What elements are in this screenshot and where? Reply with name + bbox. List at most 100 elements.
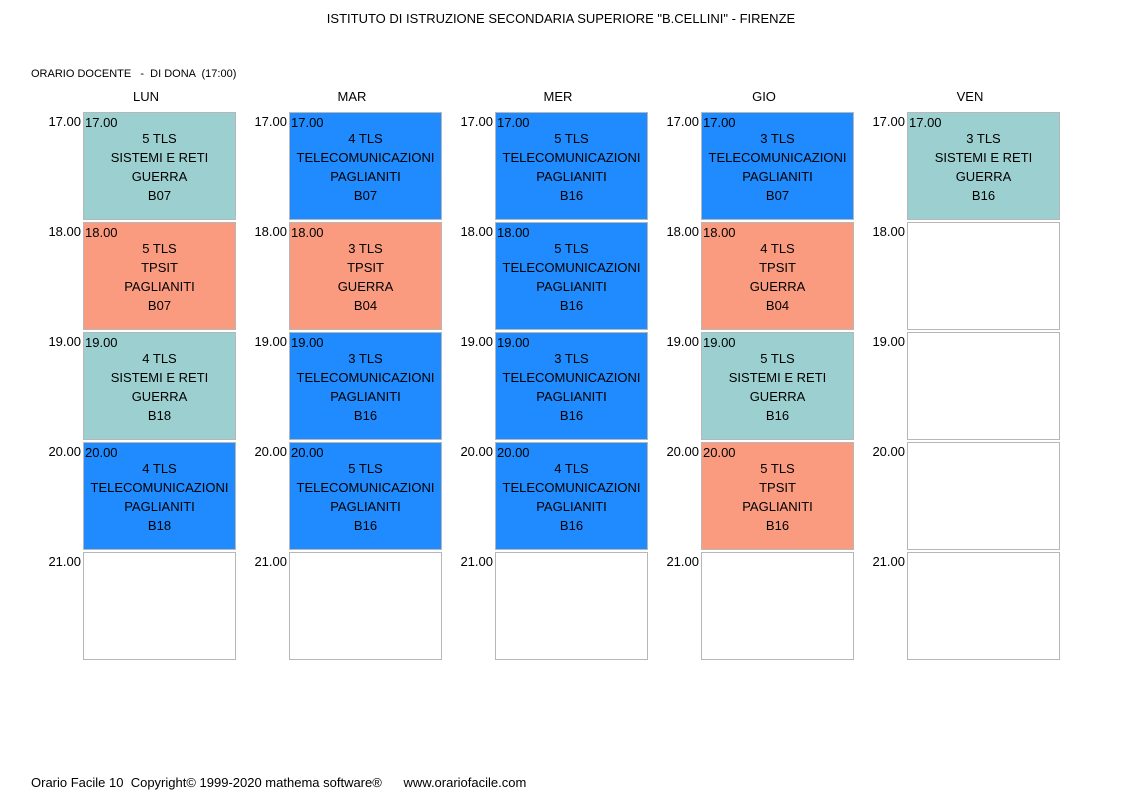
- empty-cell: [907, 442, 1060, 550]
- lesson-class: 5 TLS: [554, 241, 589, 256]
- time-slot: 21.00: [31, 528, 261, 660]
- empty-cell: [701, 552, 854, 660]
- time-label: 21.00: [872, 554, 905, 569]
- lesson-room: B16: [559, 518, 584, 533]
- time-slot: 21.00: [649, 528, 879, 660]
- lesson-class: 5 TLS: [760, 351, 795, 366]
- lesson-room: B16: [559, 298, 584, 313]
- lesson-class: 5 TLS: [348, 461, 383, 476]
- lesson-details: 5 TLS SISTEMI E RETI GUERRA B16: [702, 349, 853, 425]
- lesson-room: B16: [765, 518, 790, 533]
- lesson-cell: 20.00 5 TLS TPSIT PAGLIANITI B16: [701, 442, 854, 550]
- lesson-teacher: GUERRA: [955, 169, 1012, 184]
- time-label: 20.00: [872, 444, 905, 459]
- lesson-cell: 18.00 5 TLS TELECOMUNICAZIONI PAGLIANITI B16: [495, 222, 648, 330]
- lesson-class: 3 TLS: [966, 131, 1001, 146]
- lesson-room: B04: [353, 298, 378, 313]
- lesson-room: B16: [971, 188, 996, 203]
- lesson-teacher: GUERRA: [131, 389, 188, 404]
- lesson-subject: TELECOMUNICAZIONI: [502, 480, 641, 495]
- lesson-teacher: GUERRA: [131, 169, 188, 184]
- lesson-room: B16: [559, 408, 584, 423]
- day-header: VEN: [956, 89, 984, 104]
- time-label: 21.00: [460, 554, 493, 569]
- lesson-teacher: PAGLIANITI: [330, 499, 401, 514]
- lesson-subject: TELECOMUNICAZIONI: [296, 480, 435, 495]
- empty-cell: [907, 222, 1060, 330]
- lesson-subject: TPSIT: [347, 260, 384, 275]
- lesson-cell: 17.00 5 TLS SISTEMI E RETI GUERRA B07: [83, 112, 236, 220]
- time-slot: 17.00 17.00 3 TLS SISTEMI E RETI GUERRA B16: [855, 88, 1085, 220]
- lesson-cell: 17.00 4 TLS TELECOMUNICAZIONI PAGLIANITI B07: [289, 112, 442, 220]
- lesson-class: 5 TLS: [142, 241, 177, 256]
- lesson-room: B18: [147, 408, 172, 423]
- lesson-cell: 17.00 5 TLS TELECOMUNICAZIONI PAGLIANITI B16: [495, 112, 648, 220]
- lesson-details: 3 TLS TELECOMUNICAZIONI PAGLIANITI B16: [496, 349, 647, 425]
- lesson-start-time: 18.00: [497, 225, 530, 240]
- lesson-teacher: PAGLIANITI: [330, 169, 401, 184]
- lesson-subject: TELECOMUNICAZIONI: [296, 150, 435, 165]
- lesson-details: 3 TLS TELECOMUNICAZIONI PAGLIANITI B16: [290, 349, 441, 425]
- lesson-cell: 17.00 3 TLS SISTEMI E RETI GUERRA B16: [907, 112, 1060, 220]
- lesson-start-time: 20.00: [497, 445, 530, 460]
- lesson-teacher: PAGLIANITI: [330, 389, 401, 404]
- lesson-room: B16: [353, 408, 378, 423]
- time-slot: 18.00 18.00 4 TLS TPSIT GUERRA B04: [649, 198, 879, 330]
- time-label: 20.00: [48, 444, 81, 459]
- lesson-subject: TELECOMUNICAZIONI: [502, 370, 641, 385]
- lesson-room: B07: [147, 188, 172, 203]
- time-label: 17.00: [872, 114, 905, 129]
- time-label: 21.00: [666, 554, 699, 569]
- day-header: GIO: [752, 89, 776, 104]
- lesson-start-time: 17.00: [497, 115, 530, 130]
- lesson-teacher: PAGLIANITI: [124, 279, 195, 294]
- lesson-details: 5 TLS TELECOMUNICAZIONI PAGLIANITI B16: [496, 129, 647, 205]
- lesson-cell: 19.00 3 TLS TELECOMUNICAZIONI PAGLIANITI B16: [495, 332, 648, 440]
- lesson-details: 4 TLS TELECOMUNICAZIONI PAGLIANITI B07: [290, 129, 441, 205]
- time-slot: 19.00: [855, 308, 1085, 440]
- lesson-teacher: GUERRA: [749, 389, 806, 404]
- lesson-start-time: 17.00: [85, 115, 118, 130]
- time-label: 21.00: [48, 554, 81, 569]
- lesson-subject: TELECOMUNICAZIONI: [90, 480, 229, 495]
- time-slot: 17.00 17.00 5 TLS SISTEMI E RETI GUERRA B07: [31, 88, 261, 220]
- lesson-start-time: 18.00: [291, 225, 324, 240]
- time-slot: 17.00 17.00 3 TLS TELECOMUNICAZIONI PAGLIANI…: [649, 88, 879, 220]
- lesson-room: B16: [353, 518, 378, 533]
- time-slot: 20.00 20.00 4 TLS TELECOMUNICAZIONI PAGLIANI…: [31, 418, 261, 550]
- time-slot: 19.00 19.00 5 TLS SISTEMI E RETI GUERRA B16: [649, 308, 879, 440]
- lesson-teacher: PAGLIANITI: [742, 499, 813, 514]
- time-label: 17.00: [254, 114, 287, 129]
- lesson-subject: SISTEMI E RETI: [934, 150, 1033, 165]
- lesson-class: 5 TLS: [554, 131, 589, 146]
- lesson-room: B07: [147, 298, 172, 313]
- lesson-subject: SISTEMI E RETI: [110, 370, 209, 385]
- time-label: 19.00: [872, 334, 905, 349]
- time-slot: 20.00: [855, 418, 1085, 550]
- time-label: 18.00: [460, 224, 493, 239]
- lesson-teacher: PAGLIANITI: [536, 279, 607, 294]
- lesson-start-time: 19.00: [85, 335, 118, 350]
- lesson-teacher: PAGLIANITI: [536, 499, 607, 514]
- lesson-details: 5 TLS TELECOMUNICAZIONI PAGLIANITI B16: [290, 459, 441, 535]
- time-slot: 21.00: [237, 528, 467, 660]
- lesson-cell: 18.00 5 TLS TPSIT PAGLIANITI B07: [83, 222, 236, 330]
- lesson-cell: 20.00 4 TLS TELECOMUNICAZIONI PAGLIANITI B18: [83, 442, 236, 550]
- lesson-class: 4 TLS: [142, 461, 177, 476]
- lesson-details: 5 TLS TPSIT PAGLIANITI B07: [84, 239, 235, 315]
- lesson-start-time: 17.00: [909, 115, 942, 130]
- lesson-start-time: 19.00: [703, 335, 736, 350]
- time-slot: 18.00: [855, 198, 1085, 330]
- time-label: 20.00: [460, 444, 493, 459]
- lesson-details: 4 TLS TELECOMUNICAZIONI PAGLIANITI B18: [84, 459, 235, 535]
- lesson-room: B07: [765, 188, 790, 203]
- lesson-start-time: 18.00: [703, 225, 736, 240]
- lesson-teacher: GUERRA: [749, 279, 806, 294]
- time-slot: 18.00 18.00 3 TLS TPSIT GUERRA B04: [237, 198, 467, 330]
- lesson-start-time: 20.00: [703, 445, 736, 460]
- lesson-subject: TELECOMUNICAZIONI: [708, 150, 847, 165]
- lesson-class: 3 TLS: [760, 131, 795, 146]
- lesson-cell: 19.00 4 TLS SISTEMI E RETI GUERRA B18: [83, 332, 236, 440]
- lesson-details: 3 TLS SISTEMI E RETI GUERRA B16: [908, 129, 1059, 205]
- time-label: 18.00: [872, 224, 905, 239]
